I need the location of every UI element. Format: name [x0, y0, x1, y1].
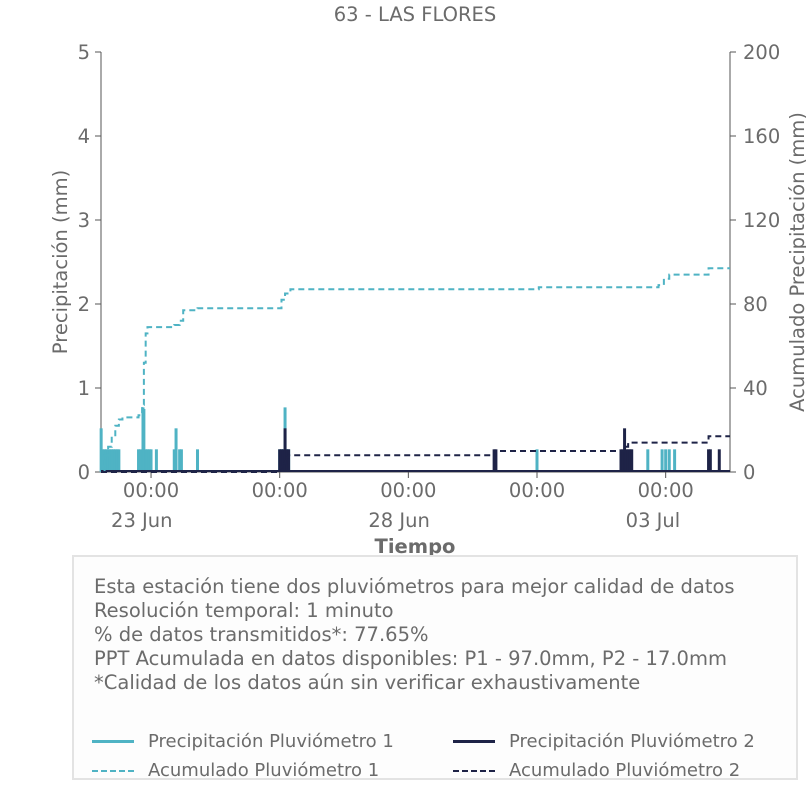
x-tick-label: 00:00 [123, 479, 179, 502]
series-precipitacion-pluviometro-1 [99, 407, 730, 472]
y-tick-right-label: 160 [743, 125, 780, 148]
series-line-acumulado-pluviometro-2 [101, 435, 730, 473]
legend-label-p1-rain: Precipitación Pluviómetro 1 [148, 731, 394, 752]
series-layer [99, 267, 730, 473]
info-line-resolution: Resolución temporal: 1 minuto [94, 599, 394, 622]
x-tick-date-label: 28 Jun [368, 509, 429, 532]
legend-swatch-p1-acc [92, 769, 134, 772]
series-line-acumulado-pluviometro-1 [101, 267, 730, 473]
legend-label-p2-rain: Precipitación Pluviómetro 2 [509, 731, 755, 752]
y-axis-right-label: Acumulado Precipitación (mm) [786, 112, 806, 412]
y-tick-right-label: 0 [743, 461, 755, 484]
x-tick-date-label: 03 Jul [626, 509, 681, 532]
legend-item-p1-acc: Acumulado Pluviómetro 1 [92, 760, 379, 781]
y-tick-right-label: 80 [743, 293, 768, 316]
y-tick-right-label: 40 [743, 377, 768, 400]
x-tick-label: 00:00 [509, 479, 565, 502]
legend-swatch-p2-acc [453, 769, 495, 772]
x-tick-label: 00:00 [380, 479, 436, 502]
y-axis-left-label: Precipitación (mm) [49, 170, 72, 354]
y-tick-left-label: 5 [78, 41, 90, 64]
legend-item-p2-acc: Acumulado Pluviómetro 2 [453, 760, 740, 781]
legend-item-p2-rain: Precipitación Pluviómetro 2 [453, 731, 755, 752]
y-tick-right-label: 120 [743, 209, 780, 232]
y-tick-left-label: 0 [78, 461, 90, 484]
x-tick-label: 00:00 [638, 479, 694, 502]
info-line-transmitted: % de datos transmitidos*: 77.65% [94, 623, 429, 646]
y-tick-left-label: 2 [78, 293, 90, 316]
legend-label-p2-acc: Acumulado Pluviómetro 2 [509, 760, 741, 781]
y-tick-right-label: 200 [743, 41, 780, 64]
legend-swatch-p1-rain [92, 740, 134, 743]
x-axis-label: Tiempo [375, 535, 456, 558]
x-tick-label: 00:00 [252, 479, 308, 502]
legend-swatch-p2-rain [453, 740, 495, 743]
legend-panel: Esta estación tiene dos pluviómetros par… [72, 555, 798, 781]
axes: 0 1 2 3 4 5 0 40 80 120 160 200 00:00 23 Jun 00:00 00:0… [78, 41, 781, 532]
y-tick-left-label: 3 [78, 209, 90, 232]
x-tick-date-label: 23 Jun [111, 509, 172, 532]
legend-item-p1-rain: Precipitación Pluviómetro 1 [92, 731, 394, 752]
y-tick-left-label: 4 [78, 125, 90, 148]
legend-label-p1-acc: Acumulado Pluviómetro 1 [148, 760, 380, 781]
station-info: Esta estación tiene dos pluviómetros par… [94, 575, 735, 695]
info-line-dual-gauge: Esta estación tiene dos pluviómetros par… [94, 575, 735, 598]
y-tick-left-label: 1 [78, 377, 90, 400]
info-line-quality-note: *Calidad de los datos aún sin verificar … [94, 671, 641, 694]
series-precipitacion-pluviometro-2 [101, 428, 730, 472]
chart-title: 63 - LAS FLORES [334, 3, 496, 26]
info-line-accumulated: PPT Acumulada en datos disponibles: P1 -… [94, 647, 727, 670]
